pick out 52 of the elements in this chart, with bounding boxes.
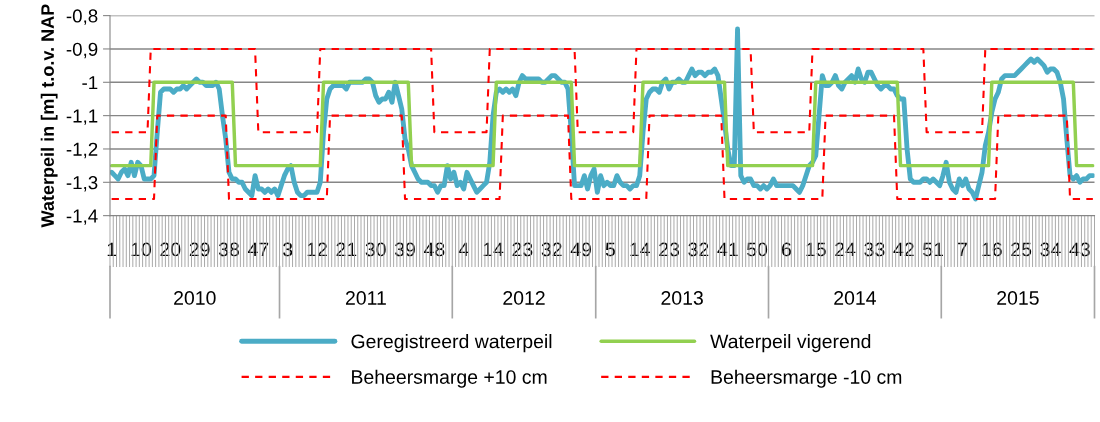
x-tick-label: 47	[247, 242, 269, 257]
y-tick-label: -1,4	[66, 209, 98, 225]
legend-label: Beheersmarge -10 cm	[711, 369, 902, 388]
x-tick-label: 38	[218, 242, 239, 257]
text: 2011	[345, 291, 386, 305]
x-tick-label: 1	[107, 242, 117, 257]
x-tick-label: 51	[923, 242, 943, 257]
legend-label: Beheersmarge +10 cm	[352, 369, 547, 388]
x-tick-label: 24	[835, 242, 856, 257]
x-tick-label: 30	[365, 242, 386, 257]
y-tick-label: -1	[82, 76, 98, 90]
text: 2013	[661, 291, 703, 305]
x-tick-label: 39	[394, 242, 415, 257]
x-tick-label: 33	[864, 242, 885, 257]
x-tick-label: 5	[605, 242, 615, 257]
x-tick-label: 23	[512, 242, 533, 257]
x-tick-label: 3	[283, 242, 293, 257]
x-tick-label: 23	[659, 242, 680, 257]
x-tick-label: 50	[747, 242, 768, 257]
text: 2015	[997, 291, 1039, 305]
x-tick-label: 32	[541, 242, 562, 257]
x-tick-label: 7	[958, 242, 967, 257]
y-tick-label: -1,1	[66, 109, 98, 125]
x-tick-label: 41	[717, 242, 738, 257]
x-tick-label: 49	[570, 242, 591, 257]
x-tick-label: 43	[1069, 242, 1090, 257]
x-tick-label: 12	[307, 242, 327, 257]
x-tick-label: 48	[424, 242, 445, 257]
y-axis-title: Waterpeil in [m] t.o.v. NAP	[40, 4, 58, 228]
x-tick-label: 25	[1011, 242, 1032, 257]
x-tick-label: 29	[189, 242, 210, 257]
x-tick-label: 10	[131, 242, 152, 257]
x-tick-label: 6	[782, 242, 791, 257]
y-tick-label: -0,8	[66, 9, 98, 25]
y-tick-label: -0,9	[66, 42, 98, 59]
text: 2012	[503, 291, 545, 305]
y-tick-label: -1,3	[66, 176, 98, 192]
x-tick-label: 15	[806, 242, 826, 257]
x-tick-label: 42	[893, 242, 914, 257]
x-tick-label: 16	[982, 242, 1002, 257]
y-tick-label: -1,2	[66, 142, 98, 159]
text: 2010	[174, 291, 216, 305]
legend-label: Waterpeil vigerend	[710, 334, 871, 353]
x-tick-label: 20	[160, 242, 181, 257]
x-tick-label: 34	[1040, 242, 1061, 257]
legend-label: Geregistreerd waterpeil	[351, 334, 552, 353]
text: 2014	[834, 291, 876, 305]
x-tick-label: 14	[630, 242, 650, 257]
x-tick-label: 32	[688, 242, 709, 257]
x-tick-label: 4	[458, 242, 469, 257]
x-tick-label: 14	[483, 242, 504, 257]
x-tick-label: 21	[336, 242, 357, 257]
